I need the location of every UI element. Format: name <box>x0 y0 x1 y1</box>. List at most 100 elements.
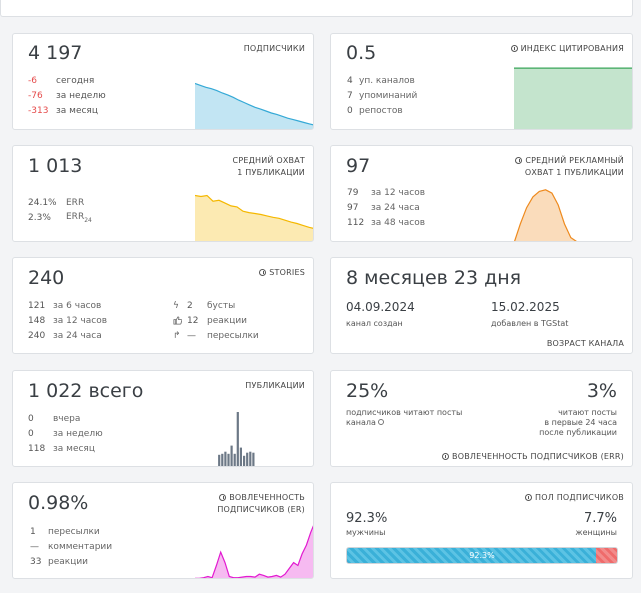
posts-by-day-bar <box>262 466 264 467</box>
posts-yesterday-value: 0 <box>28 413 34 424</box>
posts-by-day-bar <box>302 466 304 467</box>
posts-by-day-bar <box>271 466 273 467</box>
stories-6h-label: за 6 часов <box>53 300 102 311</box>
citation-reposts-label: репостов <box>359 105 403 116</box>
posts-by-day-bar <box>265 466 267 467</box>
added-label: добавлен в TGStat <box>491 319 569 328</box>
citation-title: ИНДЕКС ЦИТИРОВАНИЯ <box>510 43 624 55</box>
stories-12h-value: 148 <box>28 315 46 326</box>
subscribers-trend-line <box>195 82 313 126</box>
channel-age-card[interactable]: 8 месяцев 23 дня 04.09.2024 канал создан… <box>330 257 633 354</box>
reach-chart[interactable] <box>195 184 314 242</box>
stories-24h-label: за 24 часа <box>53 330 102 341</box>
subscribers-card[interactable]: 4 197 ПОДПИСЧИКИ -6 сегодня -76 за неделю … <box>12 33 314 130</box>
female-label: женщины <box>575 528 617 537</box>
subscribers-trend-area <box>195 83 313 129</box>
stories-24h-value: 240 <box>28 330 46 341</box>
ad-reach-chart[interactable] <box>514 184 633 242</box>
citation-trend-area <box>514 68 632 129</box>
gender-title: ПОЛ ПОДПИСЧИКОВ <box>525 492 624 504</box>
posts-month-label: за месяц <box>53 443 95 454</box>
ad-reach-title: СРЕДНИЙ РЕКЛАМНЫЙ ОХВАТ 1 ПУБЛИКАЦИИ <box>515 155 624 179</box>
question-circle-icon[interactable] <box>442 453 450 460</box>
posts-card[interactable]: 1 022 всего ПУБЛИКАЦИИ 0 вчера 0 за неделю… <box>12 370 314 467</box>
err24-percent: 3% <box>586 380 617 402</box>
posts-by-day-bar <box>293 466 295 467</box>
subscribers-stats: -6 сегодня -76 за неделю -313 за месяц <box>28 73 106 118</box>
citation-stats: 4 уп. каналов 7 упоминаний 0 репостов <box>347 73 417 118</box>
citation-card[interactable]: 0.5 ИНДЕКС ЦИТИРОВАНИЯ 4 уп. каналов 7 упо… <box>330 33 633 130</box>
stories-6h-value: 121 <box>28 300 46 311</box>
err-value: 24.1% <box>28 197 57 208</box>
question-circle-icon[interactable] <box>259 269 267 276</box>
err-title: ВОВЛЕЧЕННОСТЬ ПОДПИСЧИКОВ (ERR) <box>442 451 624 463</box>
added-date: 15.02.2025 <box>491 300 560 314</box>
channel-age-value: 8 месяцев 23 дня <box>346 267 522 289</box>
subscribers-week-value: -76 <box>28 90 43 101</box>
stories-card[interactable]: 240 STORIES 121 за 6 часов 148 за 12 часов… <box>12 257 314 354</box>
posts-chart[interactable] <box>199 409 311 467</box>
citation-channels-label: уп. каналов <box>359 75 415 86</box>
subscribers-count: 4 197 <box>28 42 83 64</box>
question-circle-icon[interactable] <box>525 494 533 501</box>
er-trend-line <box>195 525 313 578</box>
reactions-value: 12 <box>187 315 199 326</box>
gender-bar[interactable]: 92.3% <box>346 547 618 564</box>
female-percent: 7.7% <box>583 511 617 526</box>
subscribers-week-label: за неделю <box>56 90 106 101</box>
citation-chart[interactable] <box>514 63 633 130</box>
thumbs-up-icon <box>173 316 187 325</box>
er-card[interactable]: 0.98% ВОВЛЕЧЕННОСТЬ ПОДПИСЧИКОВ (ER) 1 пер… <box>12 482 314 579</box>
posts-by-day-bar <box>299 466 301 467</box>
question-circle-icon[interactable] <box>378 419 385 425</box>
posts-by-day-bar <box>296 466 298 467</box>
posts-by-day-bar <box>255 466 257 467</box>
reach-value: 1 013 <box>28 155 83 177</box>
err24-label: ERR24 <box>66 211 92 224</box>
posts-by-day-bar <box>249 451 252 466</box>
citation-mentions-label: упоминаний <box>359 90 418 101</box>
ad-reach-12h-label: за 12 часов <box>371 187 426 198</box>
question-circle-icon[interactable] <box>515 157 523 164</box>
err24-description: читают посты в первые 24 часа после публик… <box>539 408 617 437</box>
citation-reposts-value: 0 <box>347 105 353 116</box>
posts-by-day-bar <box>227 453 230 466</box>
posts-by-day-bar <box>236 412 239 466</box>
er-chart[interactable] <box>195 517 314 579</box>
gender-card[interactable]: ПОЛ ПОДПИСЧИКОВ 92.3% мужчины 7.7% женщи… <box>330 482 633 579</box>
reach-trend-area <box>195 195 313 241</box>
err-card[interactable]: 25% подписчиков читают посты канала 3% чи… <box>330 370 633 467</box>
gender-bar-label: 92.3% <box>469 551 495 560</box>
posts-yesterday-label: вчера <box>53 413 81 424</box>
reach-title: СРЕДНИЙ ОХВАТ 1 ПУБЛИКАЦИИ <box>232 156 305 177</box>
posts-by-day-bar <box>308 466 310 467</box>
ad-reach-24h-value: 97 <box>347 202 359 213</box>
reach-stats: 24.1% ERR 2.3% ERR24 <box>28 195 92 225</box>
question-circle-icon[interactable] <box>219 494 227 501</box>
posts-by-day-bar <box>252 452 255 466</box>
top-panel <box>0 0 633 17</box>
ad-reach-48h-value: 112 <box>347 217 365 228</box>
er-title: ВОВЛЕЧЕННОСТЬ ПОДПИСЧИКОВ (ER) <box>217 493 305 514</box>
lightning-icon: ϟ <box>173 300 179 311</box>
subscribers-month-value: -313 <box>28 105 49 116</box>
reach-card[interactable]: 1 013 СРЕДНИЙ ОХВАТ 1 ПУБЛИКАЦИИ 24.1% ERR… <box>12 145 314 242</box>
ad-reach-value: 97 <box>346 155 371 177</box>
subscribers-chart[interactable] <box>195 72 314 130</box>
ad-reach-trend-line <box>514 189 577 241</box>
forwards-value: — <box>187 330 196 341</box>
er-stats: 1 пересылки — комментарии 33 реакции <box>30 524 112 569</box>
reach-trend-line <box>195 194 313 229</box>
posts-by-day-bar <box>243 455 246 466</box>
subscribers-month-label: за месяц <box>56 105 98 116</box>
posts-by-day-bar <box>280 466 282 467</box>
stories-value: 240 <box>28 267 65 289</box>
err24-value: 2.3% <box>28 212 51 223</box>
er-reactions-value: 33 <box>30 556 42 567</box>
posts-by-day-bar <box>233 453 236 466</box>
ad-reach-stats: 79 за 12 часов 97 за 24 часа 112 за 48 часо… <box>347 185 425 230</box>
posts-month-value: 118 <box>28 443 46 454</box>
ad-reach-card[interactable]: 97 СРЕДНИЙ РЕКЛАМНЫЙ ОХВАТ 1 ПУБЛИКАЦИИ 7… <box>330 145 633 242</box>
posts-total: 1 022 всего <box>28 380 144 402</box>
question-circle-icon[interactable] <box>510 45 518 52</box>
